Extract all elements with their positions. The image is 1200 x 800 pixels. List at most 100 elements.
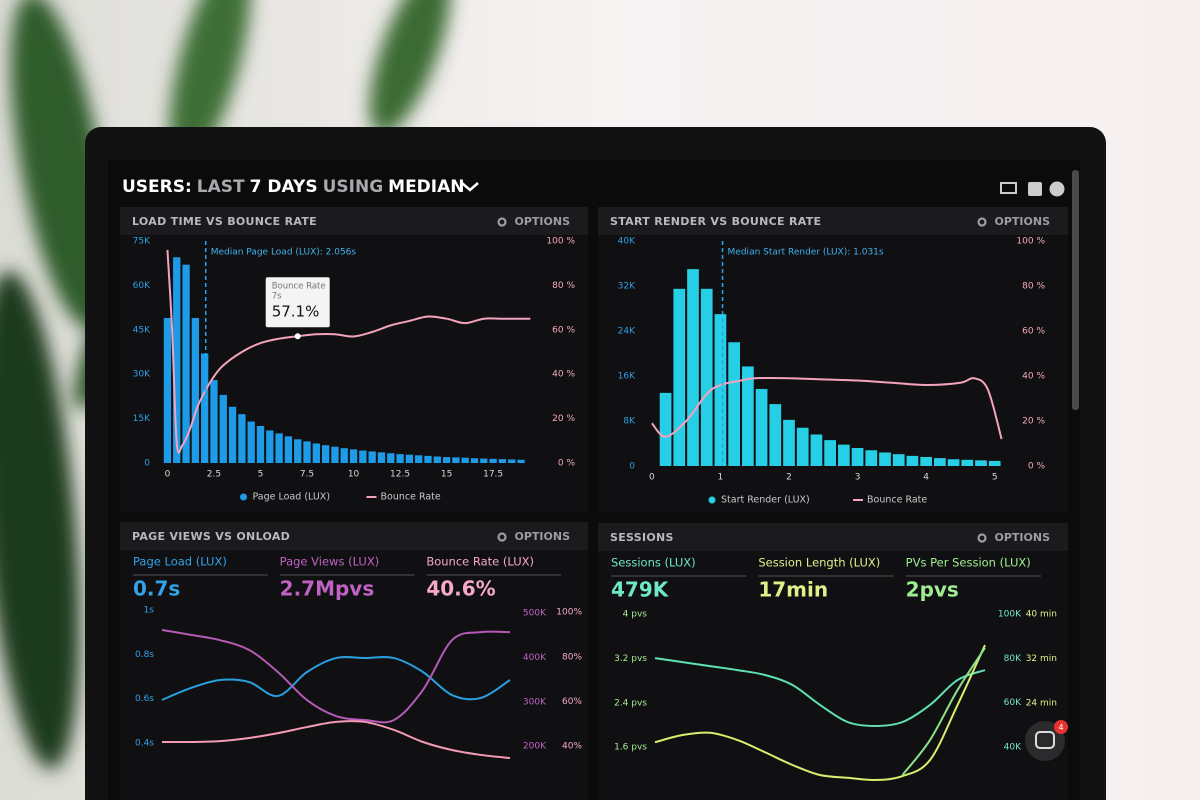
y-tick-label: 0 <box>144 459 150 469</box>
histogram-bar <box>377 452 386 463</box>
y2-tick-label: 40 % <box>1022 372 1045 382</box>
y-tick-label: 32K <box>618 282 636 292</box>
histogram-bar <box>452 457 460 463</box>
histogram-bar <box>387 453 395 463</box>
series-line <box>161 656 511 701</box>
y3-tick-label: 40 min <box>1026 610 1057 620</box>
histogram-bar <box>275 433 283 463</box>
options-button[interactable]: OPTIONS <box>995 215 1051 228</box>
series-line <box>161 720 511 760</box>
kpi-label: PVs Per Session (LUX) <box>906 556 1031 570</box>
histogram-bar <box>284 436 293 463</box>
kpi-value: 0.7s <box>133 577 180 601</box>
y2-tick-label: 60 % <box>552 325 575 335</box>
y2-tick-label: 0 % <box>558 459 576 469</box>
histogram-bar <box>321 445 330 463</box>
y2-tick-label: 400K <box>523 653 547 663</box>
histogram-bar <box>920 457 932 466</box>
x-tick-label: 12.5 <box>390 470 410 480</box>
histogram-bar <box>508 459 516 463</box>
y-tick-label: 60K <box>133 281 151 291</box>
histogram-bar <box>961 459 974 466</box>
y2-tick-label: 60K <box>1004 698 1022 708</box>
display-icon[interactable] <box>1000 182 1017 194</box>
title-part: 7 DAYS <box>250 177 318 197</box>
y-tick-label: 4 pvs <box>623 610 648 620</box>
histogram-bar <box>228 406 237 463</box>
histogram-bar <box>975 460 987 466</box>
histogram-bar <box>368 451 376 463</box>
y-tick-label: 75K <box>133 237 151 247</box>
y-tick-label: 0.8s <box>135 650 154 660</box>
x-tick-label: 7.5 <box>300 470 314 480</box>
histogram-bar <box>659 392 672 466</box>
bounce-rate-line <box>651 377 1003 440</box>
x-tick-label: 2.5 <box>207 470 221 480</box>
y2-tick-label: 40K <box>1004 743 1022 753</box>
options-button[interactable]: OPTIONS <box>995 531 1051 544</box>
scrollbar[interactable] <box>1072 170 1079 410</box>
histogram-bar <box>256 426 265 463</box>
histogram-bar <box>480 458 488 463</box>
histogram-bar <box>851 448 864 466</box>
dropdown-chevron[interactable] <box>461 182 479 192</box>
y2-tick-label: 20 % <box>1022 417 1045 427</box>
histogram-bar <box>742 366 754 466</box>
histogram-bar <box>312 443 320 463</box>
histogram-bar <box>219 394 227 463</box>
y2-tick-label: 500K <box>523 609 547 619</box>
y-tick-label: 3.2 pvs <box>614 654 647 664</box>
histogram-bar <box>331 446 339 463</box>
gear-icon <box>977 217 987 227</box>
badge <box>1054 720 1068 734</box>
panel-title: LOAD TIME VS BOUNCE RATE <box>132 215 317 228</box>
histogram-bar <box>396 454 404 463</box>
histogram-bar <box>783 419 795 466</box>
y2-tick-label: 0 % <box>1028 462 1046 472</box>
help-icon[interactable] <box>1049 181 1065 197</box>
histogram-bar <box>489 458 497 463</box>
title-part: USERS: <box>122 177 192 197</box>
series-line <box>654 657 986 727</box>
histogram-bar <box>673 288 686 466</box>
y2-tick-label: 20 % <box>552 414 575 424</box>
tooltip <box>265 277 330 328</box>
histogram-bar <box>947 459 960 466</box>
dashboard-title: USERS: LAST 7 DAYS USING MEDIAN <box>122 177 465 197</box>
panel <box>120 522 588 800</box>
histogram-bar <box>824 440 836 466</box>
panel-header <box>120 522 588 550</box>
y2-tick-label: 60 % <box>1022 327 1045 337</box>
histogram-bar <box>865 450 878 466</box>
x-tick-label: 5 <box>258 470 264 480</box>
y-tick-label: 45K <box>133 325 151 335</box>
options-button[interactable]: OPTIONS <box>515 530 571 543</box>
histogram-bar <box>415 455 423 463</box>
legend-label: Bounce Rate <box>867 495 927 506</box>
histogram-bar <box>461 457 469 463</box>
kpi-label: Page Views (LUX) <box>280 555 380 569</box>
y3-tick-label: 40% <box>562 742 582 752</box>
legend-label: Bounce Rate <box>381 492 441 503</box>
y-tick-label: 30K <box>133 370 151 380</box>
histogram-bar <box>442 457 451 463</box>
histogram-bar <box>238 414 246 463</box>
histogram-bar <box>755 388 768 466</box>
median-label: Median Start Render (LUX): 1.031s <box>728 248 884 258</box>
x-tick-label: 17.5 <box>483 470 503 480</box>
histogram-bar <box>879 452 891 466</box>
x-tick-label: 4 <box>923 473 929 483</box>
kpi-value: 17min <box>758 578 828 602</box>
histogram-bar <box>182 264 190 463</box>
gear-icon <box>497 532 507 542</box>
histogram-bar <box>988 460 1001 466</box>
y3-tick-label: 80% <box>562 652 582 662</box>
share-icon[interactable] <box>1028 182 1042 196</box>
chat-button[interactable] <box>1025 721 1065 761</box>
options-button[interactable]: OPTIONS <box>515 215 571 228</box>
title-part: USING <box>323 177 384 197</box>
kpi-label: Page Load (LUX) <box>133 555 227 569</box>
histogram-bar <box>838 444 850 466</box>
panel-header <box>598 523 1068 551</box>
